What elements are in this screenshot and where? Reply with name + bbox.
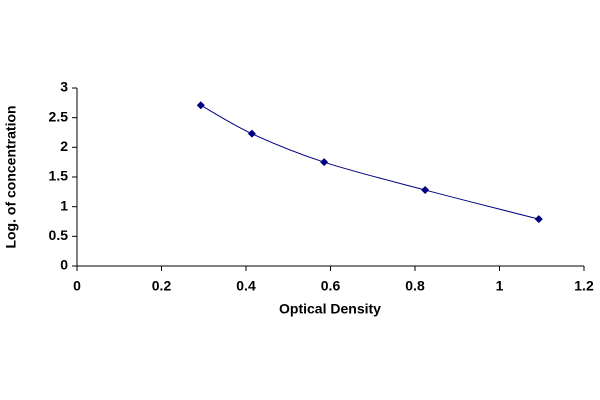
y-tick-label: 0 [60,257,68,273]
x-tick-label: 0.2 [152,278,172,294]
x-tick-label: 1.2 [574,278,594,294]
y-tick-label: 1 [60,197,68,213]
marker [421,186,430,195]
marker [534,215,543,224]
y-axis-label: Log. of concentration [3,105,19,248]
y-tick-label: 1.5 [49,168,69,184]
x-axis-label: Optical Density [279,301,381,317]
x-tick-label: 0.4 [236,278,256,294]
marker [196,101,205,110]
y-tick-label: 2 [60,138,68,154]
marker [247,129,256,138]
y-tick-label: 2.5 [49,108,69,124]
x-tick-label: 0.6 [321,278,341,294]
x-tick-label: 0.8 [405,278,425,294]
x-tick-label: 1 [496,278,504,294]
y-tick-label: 0.5 [49,227,69,243]
marker [320,158,329,167]
x-tick-label: 0 [73,278,81,294]
y-tick-label: 3 [60,79,68,95]
curve [200,104,539,220]
